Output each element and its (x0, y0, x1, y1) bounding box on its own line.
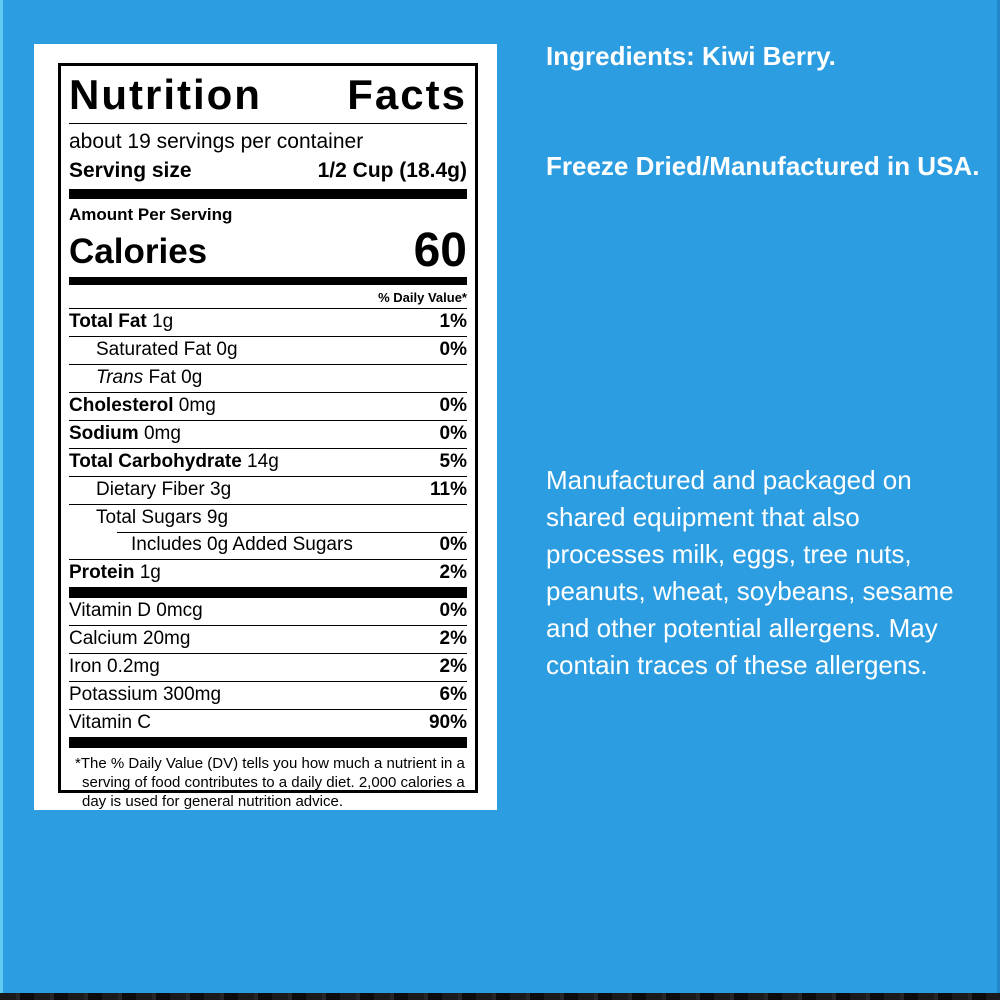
allergen-statement: Manufactured and packaged on shared equi… (546, 465, 954, 680)
nutrient-name: Protein 1g (69, 562, 161, 583)
nutrient-name: Iron 0.2mg (69, 656, 160, 677)
thick-divider-bar (69, 189, 467, 199)
daily-value-percent: 0% (439, 395, 467, 416)
nutrient-row: Dietary Fiber 3g 11% (69, 476, 467, 504)
serving-size-value: 1/2 Cup (18.4g) (317, 159, 467, 182)
daily-value-percent: 0% (439, 534, 467, 555)
vitamin-row: Vitamin C 90% (69, 709, 467, 737)
nutrient-row: Protein 1g 2% (69, 559, 467, 587)
nutrient-name: Calcium 20mg (69, 628, 191, 649)
nutrient-name: Vitamin D 0mcg (69, 600, 203, 621)
daily-value-percent: 6% (439, 684, 467, 705)
calories-row: Calories 60 (69, 224, 467, 277)
nutrition-facts-title: Nutrition Facts (69, 71, 467, 118)
daily-value-header: % Daily Value* (378, 290, 467, 305)
thick-divider-bar (69, 587, 467, 598)
daily-value-percent: 0% (439, 600, 467, 621)
thick-divider-bar (69, 737, 467, 748)
nutrient-name: Trans Fat 0g (96, 367, 203, 388)
ingredients-text: Ingredients: Kiwi Berry. (546, 41, 836, 71)
daily-value-percent: 0% (439, 339, 467, 360)
serving-size-row: Serving size 1/2 Cup (18.4g) (69, 156, 467, 185)
nutrient-row: Saturated Fat 0g 0% (69, 336, 467, 364)
vitamin-rows: Vitamin D 0mcg 0% Calcium 20mg 2% Iron 0.2mg… (69, 598, 467, 737)
calories-label: Calories (69, 232, 208, 271)
thick-divider-bar (69, 277, 467, 285)
nutrient-row: Sodium 0mg 0% (69, 420, 467, 448)
vitamin-row: Calcium 20mg 2% (69, 625, 467, 653)
nutrient-name: Total Fat 1g (69, 311, 174, 332)
servings-per-container: about 19 servings per container (69, 130, 364, 153)
nutrient-name: Saturated Fat 0g (96, 339, 238, 360)
nutrient-name: Cholesterol 0mg (69, 395, 216, 416)
vitamin-row: Potassium 300mg 6% (69, 681, 467, 709)
nutrient-row: Total Fat 1g 1% (69, 308, 467, 336)
calories-value: 60 (413, 224, 467, 277)
vitamin-row: Iron 0.2mg 2% (69, 653, 467, 681)
daily-value-percent: 2% (439, 656, 467, 677)
daily-value-percent: 0% (439, 423, 467, 444)
right-edge-stripe (997, 0, 1000, 1000)
daily-value-percent: 1% (439, 311, 467, 332)
daily-value-percent: 11% (430, 479, 467, 500)
nutrient-row: Includes 0g Added Sugars 0% (69, 532, 467, 559)
nutrient-name: Includes 0g Added Sugars (131, 534, 353, 555)
vitamin-row: Vitamin D 0mcg 0% (69, 598, 467, 625)
origin-text: Freeze Dried/Manufactured in USA. (546, 151, 980, 181)
nutrient-rows: Total Fat 1g 1% Saturated Fat 0g 0% Trans Fa… (69, 308, 467, 587)
daily-value-percent: 2% (439, 628, 467, 649)
nutrient-row: Trans Fat 0g (69, 364, 467, 392)
amount-per-serving-label: Amount Per Serving (69, 205, 233, 224)
thin-rule (69, 123, 467, 124)
nutrient-row: Cholesterol 0mg 0% (69, 392, 467, 420)
daily-value-percent: 5% (439, 451, 467, 472)
nutrition-facts-label: Nutrition Facts about 19 servings per co… (58, 63, 478, 810)
nutrient-row: Total Carbohydrate 14g 5% (69, 448, 467, 476)
nutrient-name: Total Sugars 9g (96, 507, 229, 528)
nutrient-name: Total Carbohydrate 14g (69, 451, 279, 472)
daily-value-footnote: *The % Daily Value (DV) tells you how mu… (75, 755, 465, 810)
nutrient-name: Vitamin C (69, 712, 152, 733)
nutrient-name: Potassium 300mg (69, 684, 222, 705)
nutrition-facts-panel: Nutrition Facts about 19 servings per co… (34, 44, 497, 810)
nutrient-name: Dietary Fiber 3g (96, 479, 232, 500)
serving-size-label: Serving size (69, 159, 192, 182)
nutrient-row: Total Sugars 9g (69, 504, 467, 532)
daily-value-percent: 90% (428, 712, 467, 733)
left-edge-stripe (0, 0, 3, 1000)
bottom-dark-strip (0, 993, 1000, 1000)
nutrient-name: Sodium 0mg (69, 423, 181, 444)
daily-value-percent: 2% (439, 562, 467, 583)
